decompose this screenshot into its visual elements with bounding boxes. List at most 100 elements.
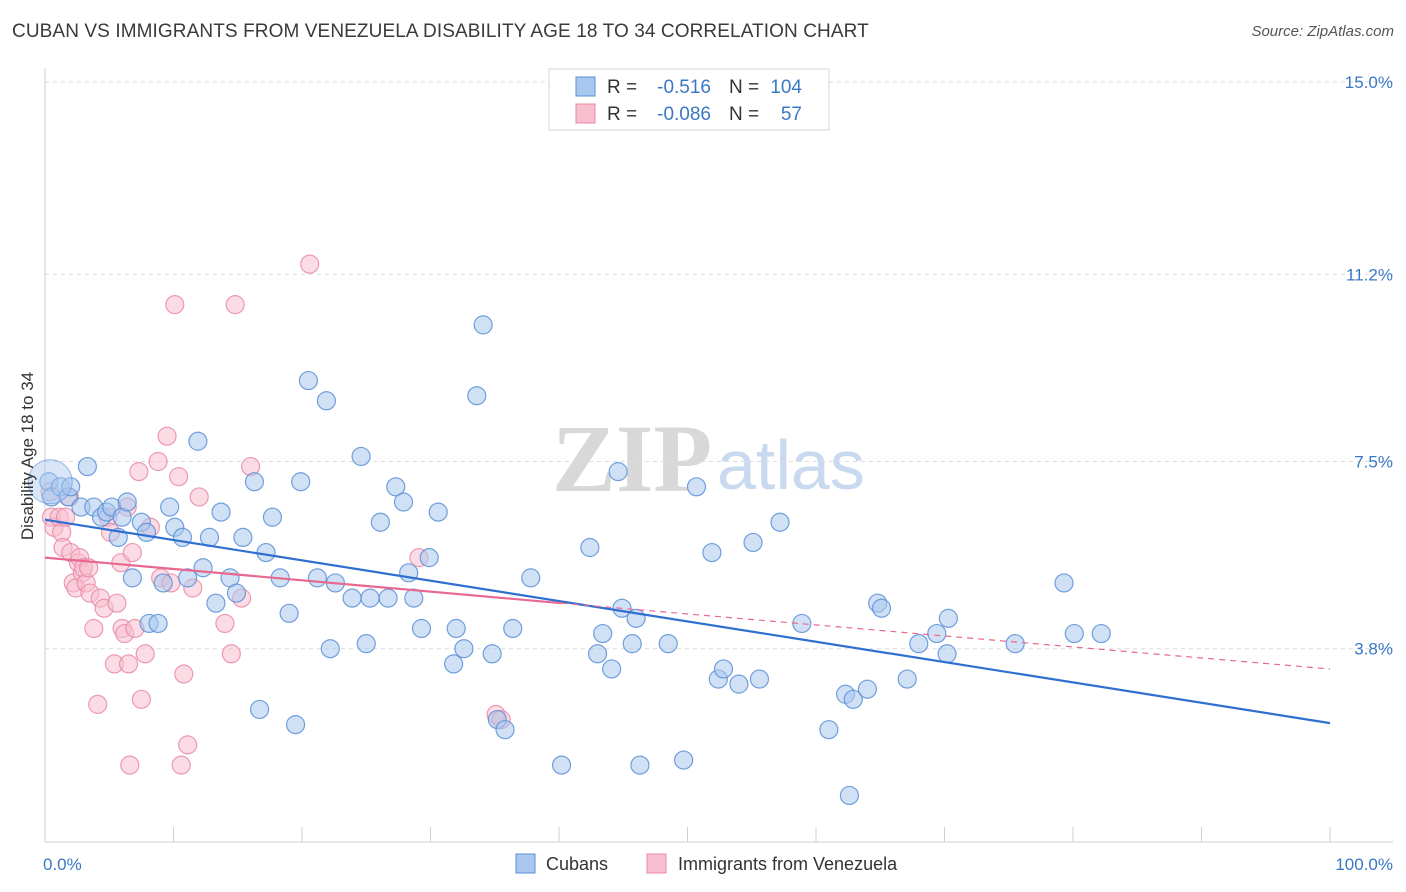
cubans-point (622, 634, 642, 654)
venezuela-point (174, 664, 194, 684)
venezuela-point (165, 295, 185, 315)
legend-bottom-label-venezuela: Immigrants from Venezuela (678, 854, 898, 874)
legend-n-value-cubans: 104 (770, 77, 802, 98)
y-tick-label: 15.0% (1345, 73, 1393, 92)
cubans-point (77, 456, 98, 477)
cubans-point (839, 785, 860, 806)
legend-swatch-cubans (575, 76, 596, 97)
cubans-point (370, 512, 390, 532)
cubans-point (307, 568, 328, 588)
cubans-point (419, 548, 439, 568)
venezuela-point (300, 254, 320, 274)
legend-bottom: Cubans Immigrants from Venezuela (515, 853, 898, 874)
cubans-point (148, 613, 168, 634)
venezuela-point (171, 755, 191, 775)
cubans-point (386, 477, 406, 497)
cubans-point (117, 492, 137, 512)
cubans-point (360, 588, 380, 608)
cubans-point (937, 644, 957, 664)
venezuela-point (189, 487, 209, 507)
cubans-point (473, 315, 493, 335)
cubans-point (909, 634, 929, 654)
cubans-point (938, 608, 958, 628)
venezuela-point (79, 558, 99, 578)
cubans-point (702, 542, 722, 563)
cubans-point (342, 588, 362, 608)
cubans-point (1091, 623, 1111, 644)
cubans-point (551, 755, 572, 775)
cubans-point (378, 588, 398, 608)
cubans-point (351, 446, 371, 467)
legend-n-label-cubans: N = (729, 77, 759, 98)
cubans-point (686, 477, 707, 497)
legend-r-value-cubans: -0.516 (657, 77, 711, 98)
cubans-point (674, 750, 694, 770)
cubans-point (320, 639, 340, 659)
cubans-point (226, 583, 247, 603)
legend-bottom-swatch-venezuela (646, 853, 667, 874)
cubans-point (249, 699, 270, 720)
venezuela-point (221, 644, 241, 664)
cubans-point (444, 654, 464, 674)
cubans-point (61, 477, 81, 497)
cubans-point (819, 720, 839, 740)
cubans-point (713, 659, 734, 679)
cubans-point (843, 689, 863, 709)
cubans-point (136, 522, 157, 542)
trend-lines (44, 518, 1331, 725)
venezuela-point (118, 654, 139, 674)
legend-bottom-label-cubans: Cubans (546, 854, 608, 874)
venezuela-trend-extension (561, 602, 1331, 670)
cubans-point (503, 618, 523, 639)
cubans-point (411, 618, 432, 639)
cubans-point (393, 492, 414, 512)
venezuela-point (122, 542, 142, 563)
cubans-point (172, 527, 193, 548)
cubans-point (770, 512, 790, 532)
legend-top: R = -0.516 N = 104 R = -0.086 N = 57 (548, 68, 830, 131)
axes (44, 68, 1393, 843)
venezuela-point (84, 618, 104, 639)
cubans-point (298, 370, 319, 391)
cubans-point (467, 386, 487, 406)
cubans-point (871, 598, 892, 618)
cubans-point (188, 431, 208, 451)
cubans-point (153, 573, 173, 593)
cubans-point (1054, 573, 1074, 593)
venezuela-point (169, 467, 189, 487)
cubans-point (193, 558, 213, 578)
venezuela-point (129, 462, 149, 482)
source-label: Source: ZipAtlas.com (1251, 23, 1394, 40)
venezuela-point (225, 295, 245, 315)
cubans-point (658, 634, 678, 654)
legend-swatch-venezuela (575, 103, 596, 124)
venezuela-point (107, 593, 127, 613)
cubans-point (316, 391, 337, 411)
cubans-point (291, 472, 311, 492)
grid: 3.8% 7.5% 11.2% 15.0% (45, 73, 1393, 659)
x-tick-label-min: 0.0% (43, 855, 82, 874)
venezuela-point (148, 451, 168, 472)
venezuela-point (178, 735, 198, 755)
cubans-points (27, 315, 1111, 806)
cubans-point (1005, 634, 1025, 654)
cubans-point (285, 715, 306, 735)
cubans-point (482, 644, 502, 664)
venezuela-point (135, 644, 155, 664)
cubans-point (602, 659, 622, 679)
x-tick-label-max: 100.0% (1335, 855, 1393, 874)
cubans-point (927, 623, 947, 644)
cubans-point (608, 462, 628, 482)
cubans-point (428, 502, 448, 522)
cubans-point (857, 679, 878, 699)
watermark-zip: ZIP (552, 405, 712, 512)
cubans-point (749, 669, 770, 689)
legend-r-value-venezuela: -0.086 (657, 104, 711, 125)
cubans-point (160, 497, 180, 517)
cubans-point (495, 720, 515, 740)
venezuela-point (131, 689, 151, 709)
venezuela-point (88, 694, 108, 714)
venezuela-point (215, 613, 235, 634)
cubans-point (279, 603, 299, 623)
